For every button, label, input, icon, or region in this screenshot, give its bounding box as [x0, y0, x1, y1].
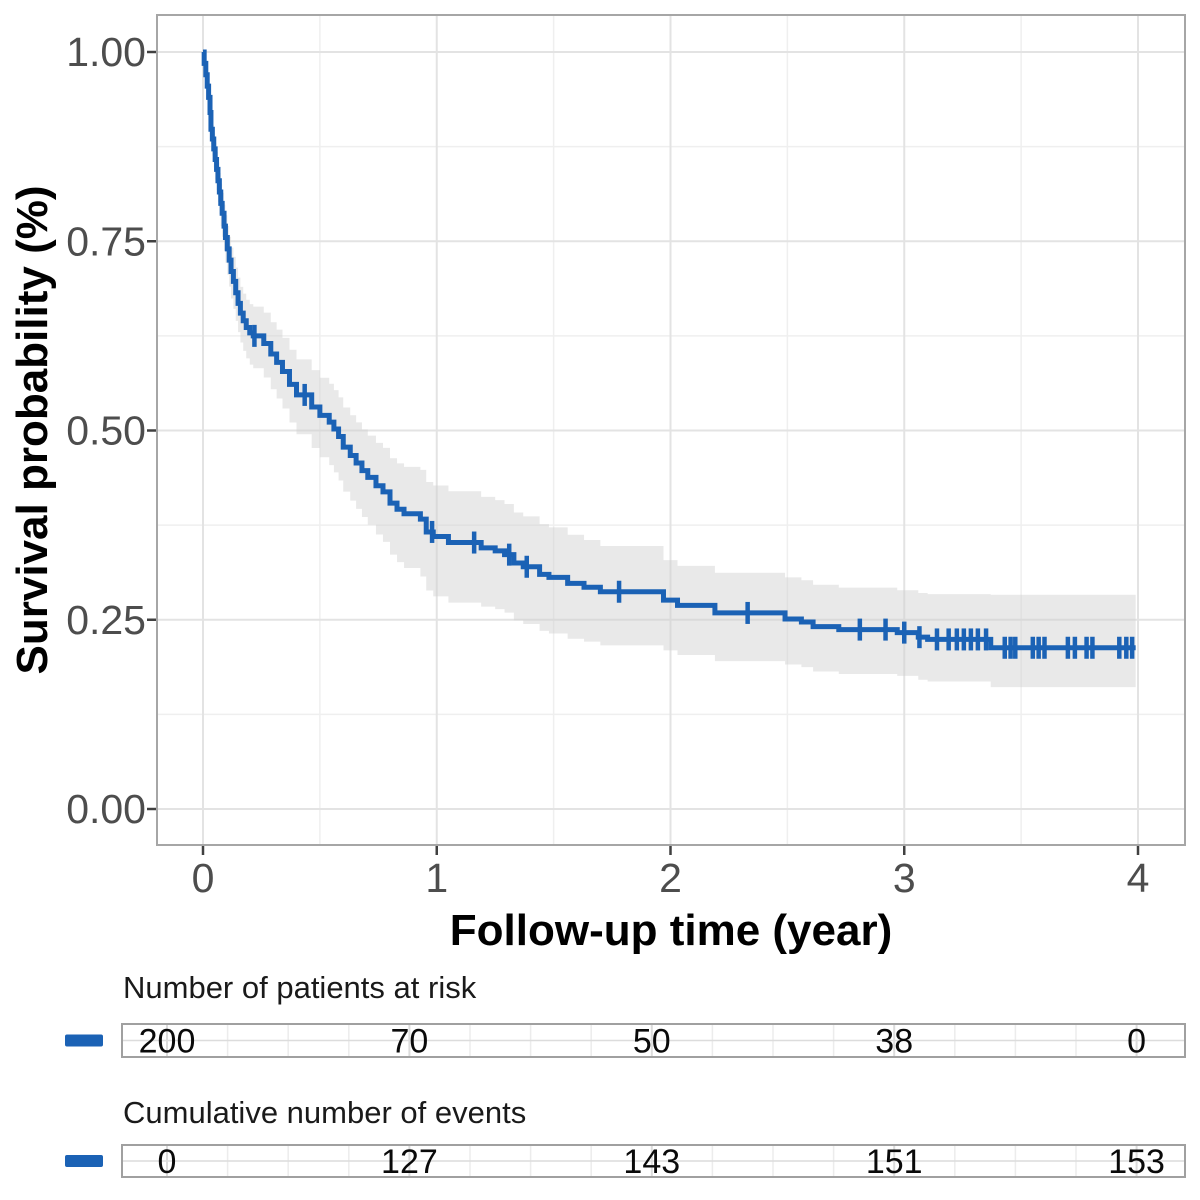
censor-marks — [252, 324, 1135, 659]
risk-value: 38 — [875, 1023, 913, 1061]
y-tick-label: 0.25 — [66, 597, 146, 643]
events-value: 153 — [1108, 1143, 1165, 1181]
survival-curve — [201, 49, 1136, 651]
axis-ticks — [147, 50, 1140, 855]
events-value: 151 — [866, 1143, 923, 1181]
x-tick-label: 3 — [893, 855, 916, 901]
risk-value: 0 — [1127, 1023, 1146, 1061]
events-table-border — [121, 1144, 1186, 1178]
events-table-title: Cumulative number of events — [123, 1095, 527, 1130]
panel-gridlines — [157, 15, 1185, 845]
tick-labels: 1.00 0.75 0.50 0.25 0.00 0 1 2 3 4 — [66, 29, 1149, 901]
panel-border — [156, 14, 1186, 846]
y-tick-label: 1.00 — [66, 29, 146, 75]
events-value: 143 — [623, 1143, 680, 1181]
y-tick-label: 0.75 — [66, 218, 146, 264]
risk-table-border — [121, 1023, 1186, 1058]
x-axis-title: Follow-up time (year) — [449, 906, 893, 955]
risk-value: 70 — [390, 1023, 428, 1061]
confidence-band — [203, 52, 1136, 688]
x-tick-label: 2 — [659, 855, 682, 901]
y-tick-label: 0.50 — [66, 408, 146, 454]
risk-value: 200 — [139, 1023, 196, 1061]
events-table: 0 127 143 151 153 — [65, 1143, 1186, 1181]
legend-dash-icon — [65, 1155, 103, 1167]
y-tick-label: 0.00 — [66, 786, 146, 832]
x-tick-label: 4 — [1127, 855, 1150, 901]
legend-dash-icon — [65, 1034, 103, 1047]
y-axis-title: Survival probability (%) — [8, 185, 57, 675]
events-value: 127 — [381, 1143, 438, 1181]
x-tick-label: 0 — [192, 855, 215, 901]
risk-table-title: Number of patients at risk — [123, 970, 477, 1005]
events-value: 0 — [158, 1143, 177, 1181]
x-tick-label: 1 — [425, 855, 448, 901]
risk-table: 200 70 50 38 0 — [65, 1023, 1186, 1061]
risk-value: 50 — [633, 1023, 671, 1061]
